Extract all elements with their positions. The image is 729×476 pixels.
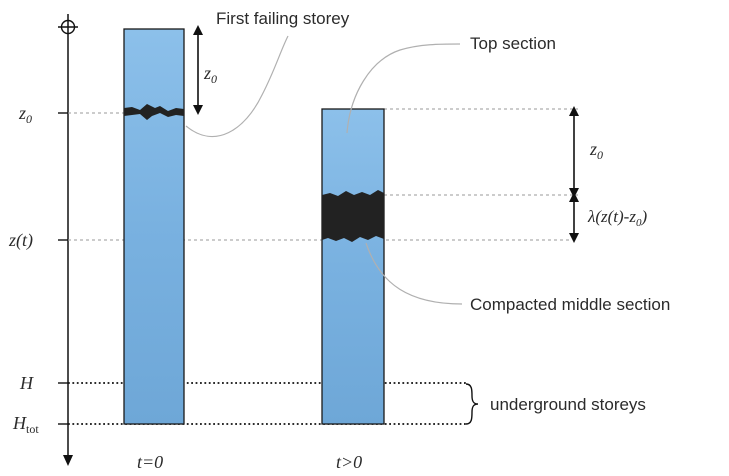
leader-first-failing [185,35,289,138]
column-tgt0 [321,108,385,425]
leader-compacted [365,242,463,305]
failing-storey-crack [124,104,184,120]
axis-label-z0: z0 [18,103,32,126]
axis-label-zt: z(t) [8,230,33,251]
dim-label-z0-left: z0 [203,63,217,86]
underground-brace-icon [465,383,479,425]
column-t0 [123,28,185,425]
compacted-middle-block [322,190,384,242]
label-t0: t=0 [137,452,163,472]
label-top-section: Top section [470,34,556,53]
axis-arrow-icon [63,455,73,466]
label-tgt0: t>0 [336,452,362,472]
leader-top-section [346,43,461,134]
dim-label-lambda: λ(z(t)-z0) [587,207,647,229]
axis-label-H: H [19,373,34,393]
label-compacted-middle: Compacted middle section [470,295,670,314]
dim-label-z0-right: z0 [589,139,603,162]
axis-label-Htot: Htot [12,413,39,436]
label-underground-storeys: underground storeys [490,395,646,414]
origin-symbol-icon [58,19,78,35]
label-first-failing-storey: First failing storey [216,9,350,28]
